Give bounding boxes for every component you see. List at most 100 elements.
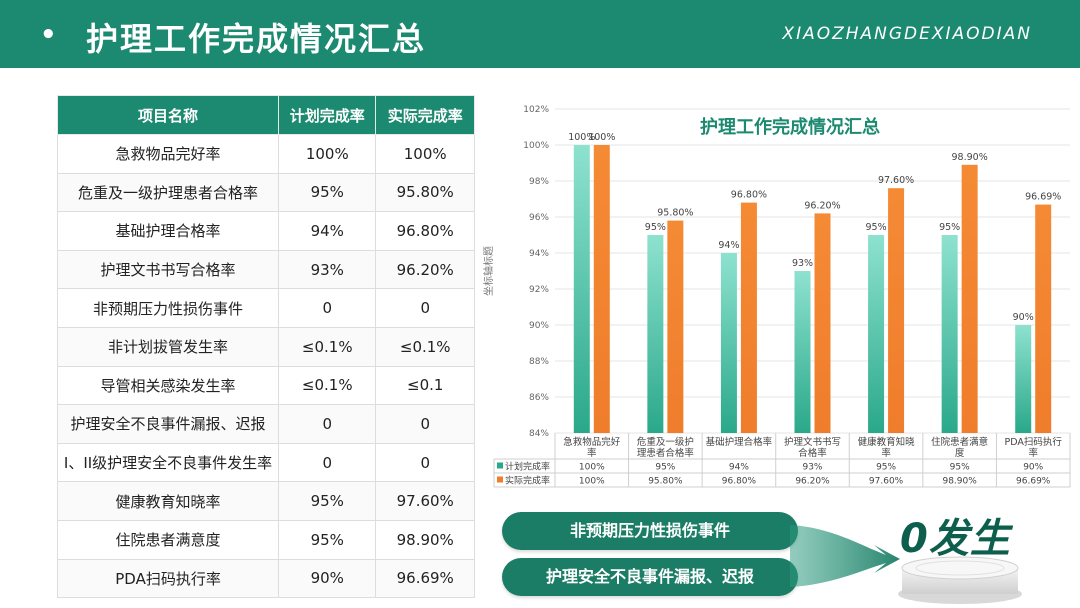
bar-actual: [740, 202, 757, 433]
data-label-actual: 98.90%: [952, 152, 988, 163]
data-table-cell: 96.69%: [1016, 477, 1051, 487]
pedestal-graphic: [898, 556, 1022, 604]
y-axis-title: 坐标轴标题: [482, 246, 495, 296]
cell-plan-rate: 95%: [278, 172, 377, 213]
zero-occurrence-text: 0发生: [900, 516, 1011, 562]
cell-actual-rate: 96.69%: [375, 558, 475, 599]
legend-label: 计划完成率: [505, 461, 550, 473]
x-tick-label: 率: [881, 447, 891, 459]
cell-item-name: 危重及一级护理患者合格率: [56, 172, 280, 213]
header-item-name: 项目名称: [56, 95, 280, 135]
callout-arrow: [790, 525, 900, 587]
y-tick-label: 86%: [529, 393, 549, 403]
cell-item-name: 导管相关感染发生率: [56, 365, 280, 406]
cell-actual-rate: 97.60%: [375, 481, 475, 521]
header-actual-rate: 实际完成率: [375, 95, 475, 135]
data-label-actual: 96.69%: [1025, 192, 1061, 203]
table-row: I、II级护理安全不良事件发生率 0 0: [56, 442, 475, 483]
x-tick-label: PDA扫码执行: [1005, 436, 1063, 448]
cell-plan-rate: 93%: [278, 249, 377, 290]
table-row: 护理文书书写合格率 93% 96.20%: [56, 249, 475, 290]
x-tick-label: 护理文书书写: [784, 436, 841, 448]
x-tick-label: 危重及一级护: [637, 436, 694, 448]
data-label-plan: 95%: [866, 222, 887, 233]
table-row: 健康教育知晓率 95% 97.60%: [56, 481, 475, 521]
y-tick-label: 96%: [529, 213, 549, 223]
y-tick-label: 98%: [529, 177, 549, 187]
bar-plan: [868, 235, 885, 433]
cell-actual-rate: 98.90%: [375, 519, 475, 560]
legend-label: 实际完成率: [505, 475, 550, 487]
bar-actual: [888, 188, 905, 433]
data-label-plan: 90%: [1013, 312, 1034, 323]
y-tick-label: 84%: [529, 429, 549, 439]
bar-plan: [1015, 325, 1032, 433]
bar-chart: 84% 86% 88% 90% 92% 94% 96% 98% 100% 102% 坐标轴标题 护理工…: [482, 105, 1071, 488]
completion-table: 项目名称 计划完成率 实际完成率 急救物品完好率 100% 100% 危重及一级护理患…: [56, 95, 475, 599]
page-title: 护理工作完成情况汇总: [86, 20, 427, 58]
legend-swatch: [497, 476, 503, 483]
cell-plan-rate: 94%: [278, 211, 377, 251]
bar-plan: [794, 271, 811, 433]
y-tick-label: 100%: [523, 141, 549, 151]
data-label-plan: 95%: [939, 222, 960, 233]
y-tick-label: 88%: [529, 357, 549, 367]
table-row: 非计划拔管发生率 ≤0.1% ≤0.1%: [56, 326, 475, 367]
data-table-cell: 98.90%: [942, 477, 977, 487]
data-table-cell: 100%: [579, 463, 605, 473]
data-label-plan: 93%: [792, 258, 813, 269]
cell-plan-rate: 0: [278, 288, 377, 328]
data-table-cell: 95%: [876, 463, 896, 473]
y-tick-label: 92%: [529, 285, 549, 295]
callout-pressure-injury: 非预期压力性损伤事件: [502, 512, 798, 550]
x-tick-label: 健康教育知晓: [858, 436, 916, 448]
cell-item-name: 住院患者满意度: [56, 519, 280, 560]
data-table-cell: 93%: [802, 463, 822, 473]
x-tick-label: 合格率: [798, 447, 827, 459]
cell-plan-rate: 95%: [278, 481, 377, 521]
table-header-row: 项目名称 计划完成率 实际完成率: [56, 95, 475, 135]
y-tick-label: 94%: [529, 249, 549, 259]
cell-plan-rate: 95%: [278, 519, 377, 560]
data-table-cell: 96.20%: [795, 477, 830, 487]
cell-item-name: 非预期压力性损伤事件: [56, 288, 280, 328]
cell-plan-rate: ≤0.1%: [278, 326, 377, 367]
cell-plan-rate: 0: [278, 404, 377, 444]
cell-actual-rate: ≤0.1%: [375, 326, 475, 367]
x-tick-label: 度: [955, 447, 965, 459]
table-row: 住院患者满意度 95% 98.90%: [56, 519, 475, 560]
cell-item-name: I、II级护理安全不良事件发生率: [56, 442, 280, 483]
cell-actual-rate: 0: [375, 404, 475, 444]
table-row: PDA扫码执行率 90% 96.69%: [56, 558, 475, 599]
data-label-actual: 97.60%: [878, 175, 914, 186]
cell-plan-rate: 100%: [278, 134, 377, 174]
cell-actual-rate: 100%: [375, 134, 475, 174]
y-tick-label: 90%: [529, 321, 549, 331]
bar-plan: [720, 253, 737, 433]
data-label-plan: 94%: [718, 240, 739, 251]
cell-actual-rate: 0: [375, 288, 475, 328]
cell-item-name: 护理文书书写合格率: [56, 249, 280, 290]
table-row: 非预期压力性损伤事件 0 0: [56, 288, 475, 328]
chart-title: 护理工作完成情况汇总: [700, 116, 880, 138]
table-row: 危重及一级护理患者合格率 95% 95.80%: [56, 172, 475, 213]
data-label-plan: 100%: [568, 132, 595, 143]
cell-item-name: 基础护理合格率: [56, 211, 280, 251]
x-tick-label: 住院患者满意: [931, 436, 988, 448]
table-row: 护理安全不良事件漏报、迟报 0 0: [56, 404, 475, 444]
bar-plan: [647, 235, 664, 433]
bar-actual: [667, 220, 684, 433]
data-label-plan: 95%: [645, 222, 666, 233]
data-table-cell: 97.60%: [869, 477, 904, 487]
data-table-cell: 95.80%: [648, 477, 683, 487]
cell-plan-rate: ≤0.1%: [278, 365, 377, 406]
cell-item-name: 非计划拔管发生率: [56, 326, 280, 367]
x-tick-label: 急救物品完好: [563, 436, 621, 448]
data-table-cell: 100%: [579, 477, 605, 487]
bar-actual: [961, 164, 978, 434]
cell-actual-rate: ≤0.1: [375, 365, 475, 406]
y-tick-label: 102%: [523, 105, 549, 115]
cell-actual-rate: 95.80%: [375, 172, 475, 213]
cell-actual-rate: 96.20%: [375, 249, 475, 290]
x-tick-label: 率: [1028, 447, 1038, 459]
